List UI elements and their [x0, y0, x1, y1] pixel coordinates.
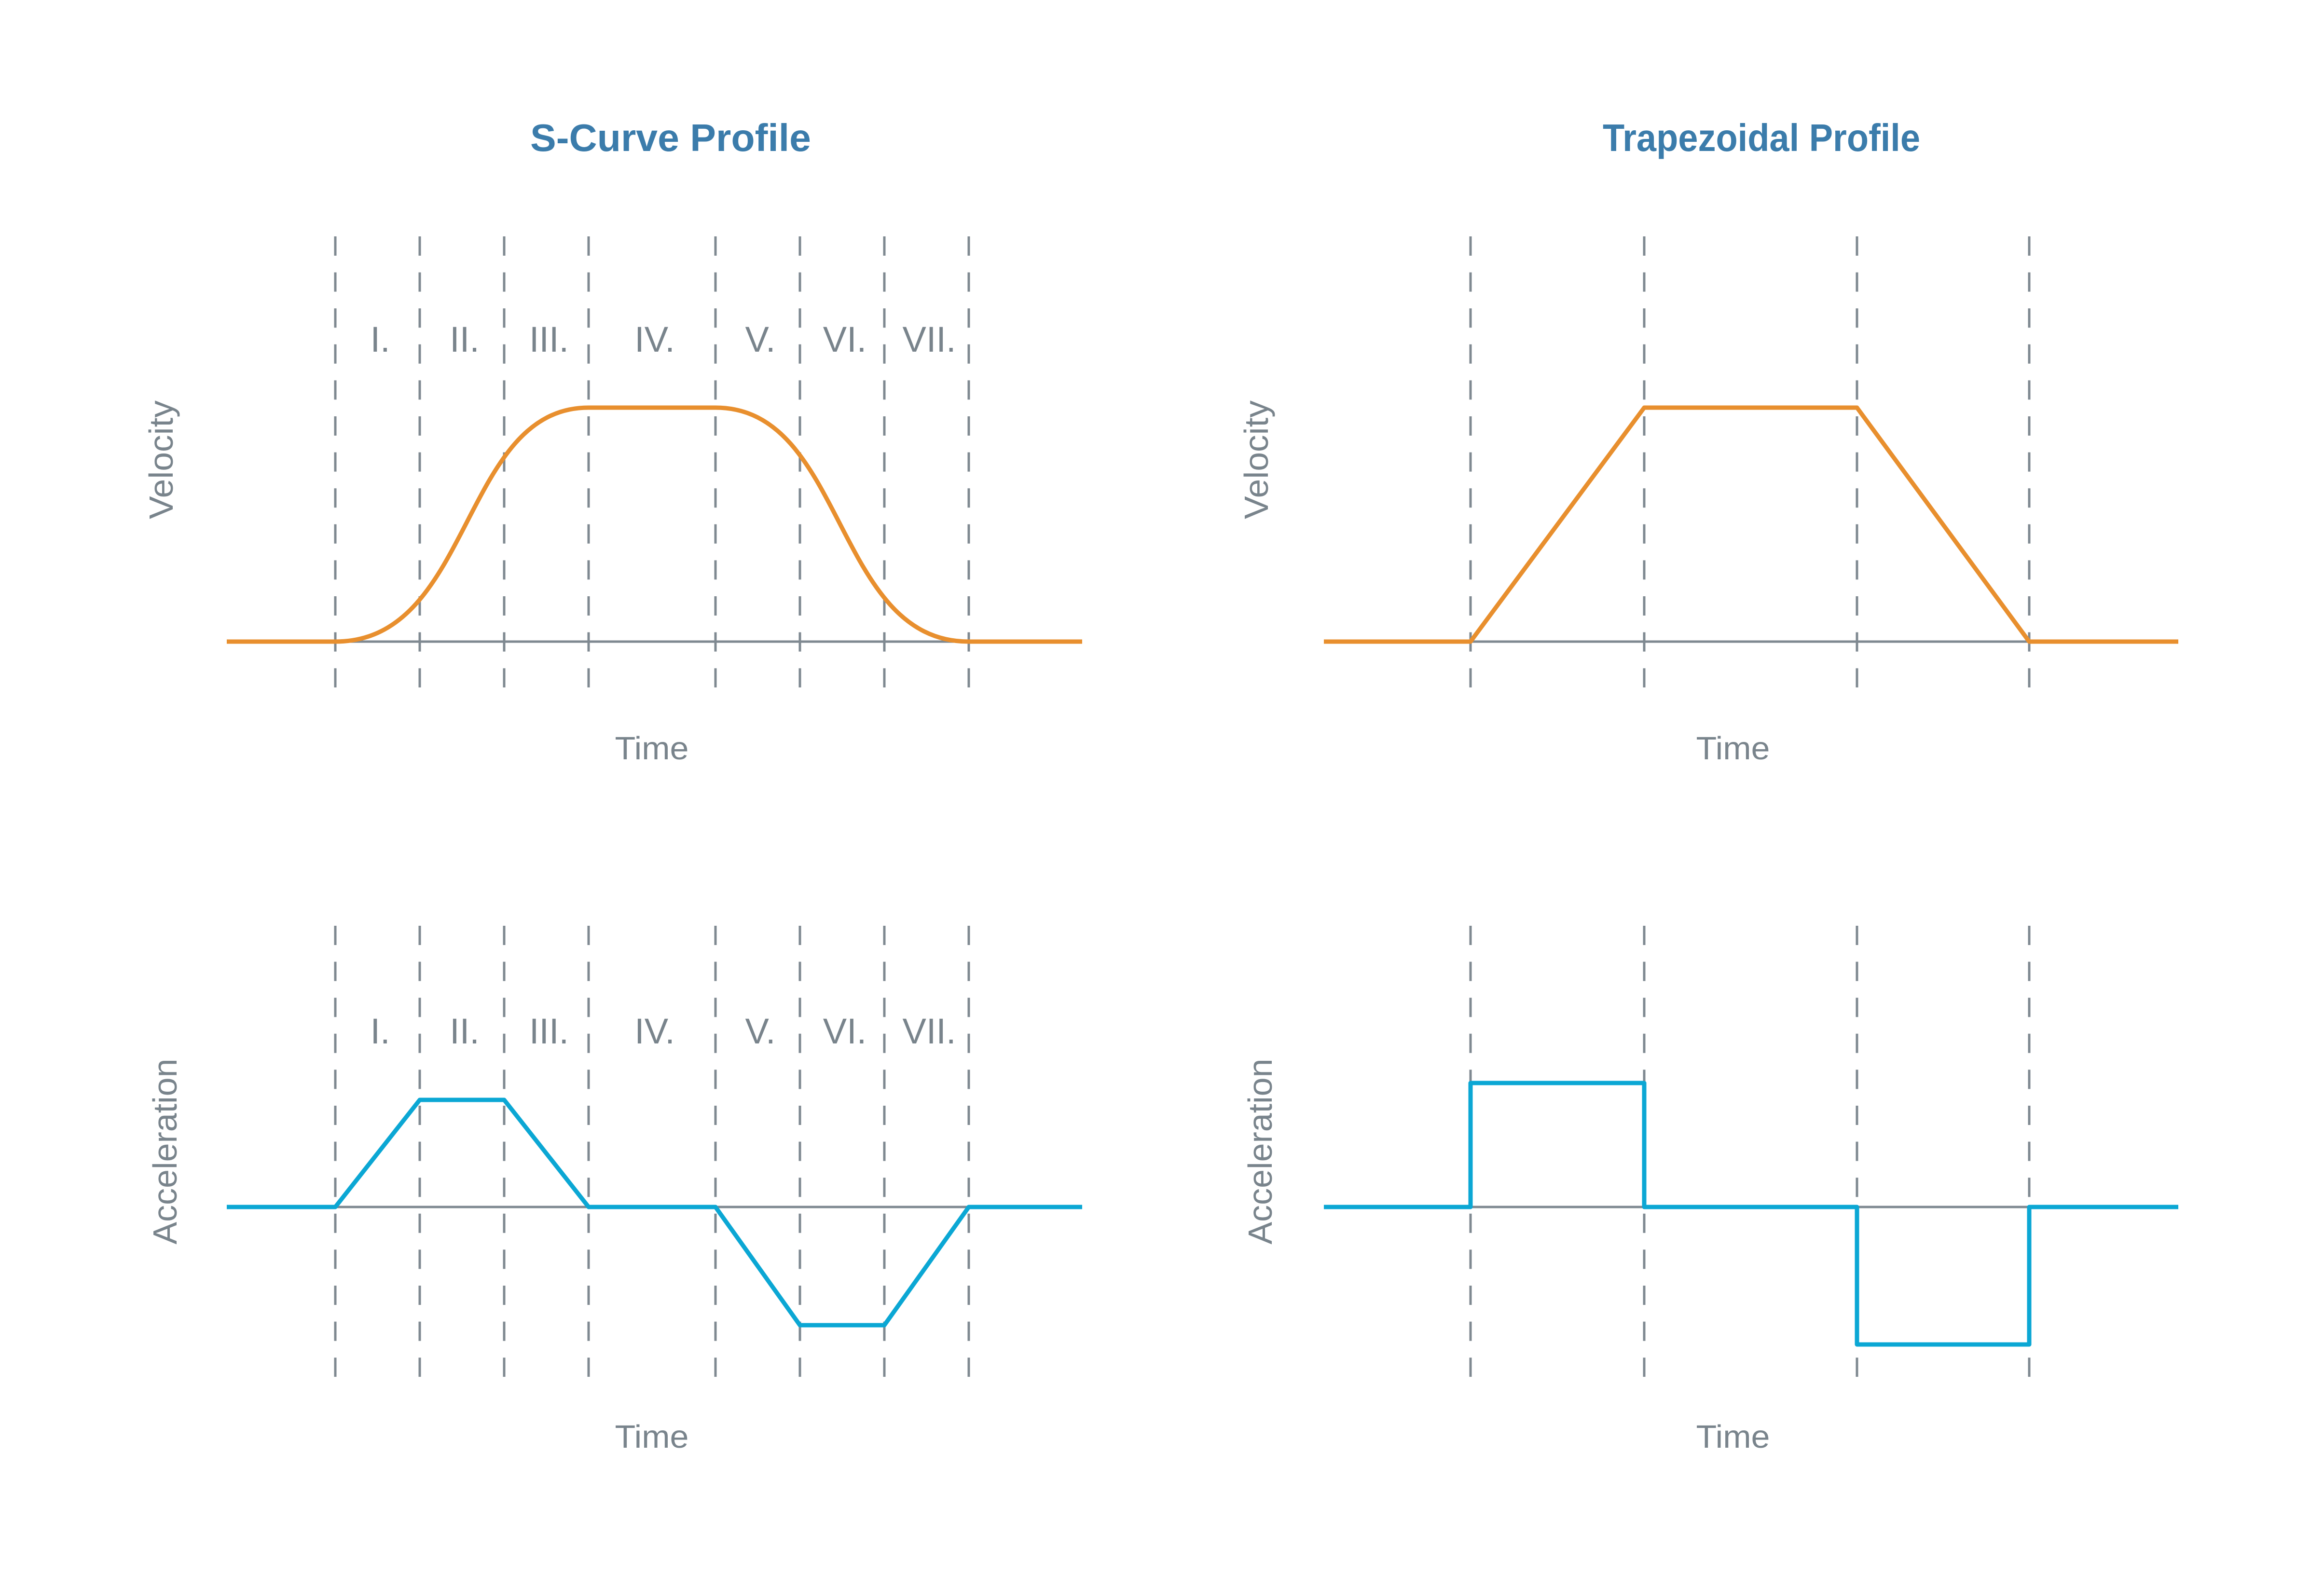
- svg-text:VII.: VII.: [902, 1011, 956, 1051]
- svg-text:II.: II.: [450, 319, 480, 359]
- svg-text:Time: Time: [1696, 730, 1770, 767]
- svg-text:Velocity: Velocity: [142, 400, 180, 519]
- svg-text:S-Curve Profile: S-Curve Profile: [530, 116, 811, 159]
- svg-text:V.: V.: [745, 319, 775, 359]
- svg-text:III.: III.: [529, 1011, 569, 1051]
- svg-text:VI.: VI.: [823, 319, 866, 359]
- svg-text:Time: Time: [1696, 1419, 1770, 1455]
- svg-text:VII.: VII.: [902, 319, 956, 359]
- svg-text:IV.: IV.: [634, 319, 675, 359]
- svg-text:Acceleration: Acceleration: [1241, 1059, 1279, 1245]
- svg-text:V.: V.: [745, 1011, 775, 1051]
- svg-text:I.: I.: [370, 319, 390, 359]
- svg-text:Time: Time: [615, 1419, 689, 1455]
- svg-text:VI.: VI.: [823, 1011, 866, 1051]
- svg-text:Time: Time: [615, 730, 689, 767]
- svg-text:Acceleration: Acceleration: [146, 1059, 184, 1245]
- svg-text:IV.: IV.: [634, 1011, 675, 1051]
- svg-text:II.: II.: [450, 1011, 480, 1051]
- svg-text:Trapezoidal Profile: Trapezoidal Profile: [1603, 116, 1920, 159]
- svg-text:Velocity: Velocity: [1238, 400, 1275, 519]
- svg-text:III.: III.: [529, 319, 569, 359]
- svg-text:I.: I.: [370, 1011, 390, 1051]
